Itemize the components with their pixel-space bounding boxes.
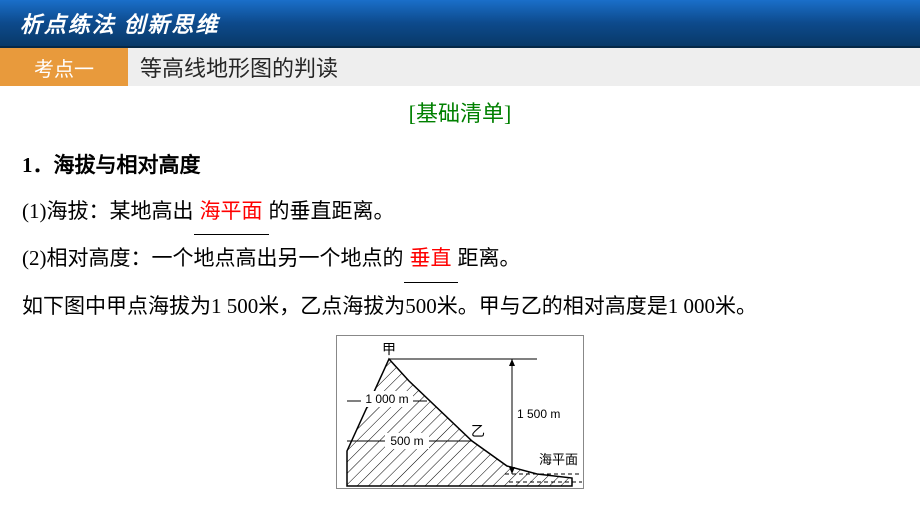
header-title: 析点练法 创新思维 bbox=[20, 7, 220, 39]
diagram-container: 甲 乙 1 000 m 500 m 1 500 m 海平面 bbox=[22, 335, 898, 489]
subheader-row: 考点一 等高线地形图的判读 bbox=[0, 48, 920, 86]
content-area: 1．海拔与相对高度 (1)海拔：某地高出海平面的垂直距离。 (2)相对高度：一个… bbox=[0, 128, 920, 489]
description: 如下图中甲点海拔为1 500米，乙点海拔为500米。甲与乙的相对高度是1 000… bbox=[22, 283, 898, 329]
item1-suffix: 的垂直距离。 bbox=[269, 199, 395, 223]
item2-prefix: (2)相对高度：一个地点高出另一个地点的 bbox=[22, 246, 404, 270]
label-500m: 500 m bbox=[390, 434, 423, 448]
item-2: (2)相对高度：一个地点高出另一个地点的垂直距离。 bbox=[22, 235, 898, 282]
item1-prefix: (1)海拔：某地高出 bbox=[22, 199, 194, 223]
item1-answer: 海平面 bbox=[200, 199, 263, 223]
label-jia: 甲 bbox=[382, 343, 396, 358]
item2-answer: 垂直 bbox=[410, 246, 452, 270]
item2-suffix: 距离。 bbox=[458, 246, 521, 270]
section-heading: 1．海拔与相对高度 bbox=[22, 142, 898, 188]
topic-title: 等高线地形图的判读 bbox=[128, 48, 920, 86]
label-sealevel: 海平面 bbox=[539, 452, 578, 467]
item-1: (1)海拔：某地高出海平面的垂直距离。 bbox=[22, 188, 898, 235]
label-yi: 乙 bbox=[471, 424, 485, 440]
section-number: 1． bbox=[22, 153, 54, 177]
label-1500m: 1 500 m bbox=[517, 407, 560, 421]
elevation-diagram: 甲 乙 1 000 m 500 m 1 500 m 海平面 bbox=[336, 335, 584, 489]
topic-tag: 考点一 bbox=[0, 48, 128, 86]
item1-blank: 海平面 bbox=[194, 188, 269, 235]
green-subtitle: [基础清单] bbox=[0, 96, 920, 128]
header-bar: 析点练法 创新思维 bbox=[0, 0, 920, 48]
section-title: 海拔与相对高度 bbox=[54, 153, 201, 177]
item2-blank: 垂直 bbox=[404, 235, 458, 282]
label-1000m: 1 000 m bbox=[365, 392, 408, 406]
